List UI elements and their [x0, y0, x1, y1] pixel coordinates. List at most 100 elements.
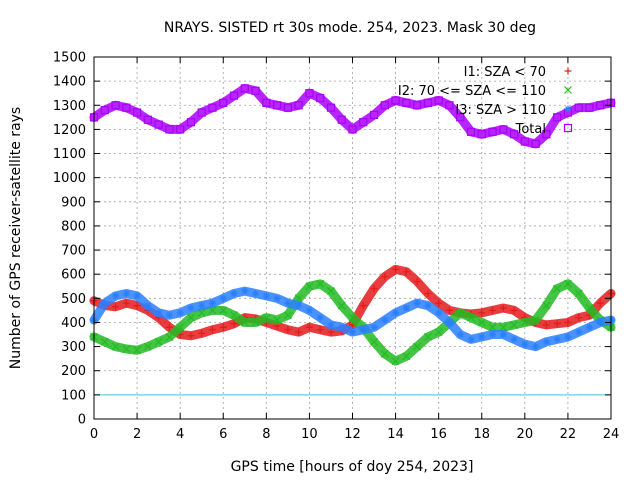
series-band: [89, 83, 616, 149]
data-point: [424, 290, 432, 298]
data-point: [370, 337, 378, 346]
data-point: [251, 86, 260, 95]
data-point: [445, 318, 453, 326]
data-point: [176, 125, 185, 134]
data-point: [510, 320, 518, 329]
data-point: [402, 268, 410, 276]
data-point: [241, 287, 249, 295]
y-tick-label: 1000: [53, 171, 86, 186]
data-point: [532, 343, 540, 351]
data-point: [165, 323, 173, 331]
x-tick-label: 24: [603, 427, 620, 442]
data-point: [100, 337, 109, 346]
data-point: [477, 130, 486, 139]
data-point: [499, 304, 507, 312]
data-point: [230, 290, 238, 298]
series-4: [89, 83, 616, 149]
data-point: [327, 321, 335, 329]
data-point: [423, 98, 432, 107]
data-point: [489, 331, 497, 339]
data-point: [316, 279, 325, 288]
data-point: [122, 345, 131, 353]
data-point: [509, 130, 519, 139]
data-point: [219, 323, 227, 331]
x-tick-label: 8: [262, 427, 270, 442]
data-point: [553, 320, 561, 328]
data-point: [402, 304, 410, 312]
data-point: [380, 101, 389, 110]
axis-ticks: 0100200300400500600700800900100011001200…: [53, 51, 619, 443]
data-point: [133, 292, 141, 300]
data-point: [165, 333, 174, 341]
data-point: [305, 323, 313, 331]
data-point: [252, 290, 260, 298]
data-point: [466, 127, 476, 136]
data-point: [305, 306, 313, 314]
data-point: [413, 299, 421, 307]
data-point: [155, 309, 163, 317]
data-point: [585, 103, 594, 112]
data-point: [100, 105, 109, 115]
x-tick-label: 16: [430, 427, 447, 442]
legend-marker: [564, 105, 572, 113]
data-point: [467, 313, 475, 322]
data-point: [251, 318, 260, 327]
data-point: [434, 96, 443, 105]
data-point: [542, 301, 551, 310]
y-tick-label: 200: [61, 364, 86, 379]
x-tick-label: 20: [517, 427, 534, 442]
legend-label: I1: SZA < 70: [464, 65, 546, 80]
data-point: [585, 323, 593, 331]
data-point: [435, 299, 443, 307]
data-point: [240, 318, 249, 327]
data-point: [230, 311, 238, 320]
data-point: [176, 323, 185, 332]
y-tick-label: 1100: [53, 147, 86, 162]
data-point: [122, 290, 130, 298]
data-point: [349, 328, 356, 336]
data-point: [316, 326, 324, 334]
data-point: [165, 311, 173, 319]
data-point: [381, 316, 389, 324]
data-point: [284, 299, 292, 307]
data-point: [240, 84, 249, 93]
legend-item: I1: SZA < 70: [464, 65, 572, 80]
x-tick-label: 2: [133, 427, 141, 442]
data-point: [499, 125, 508, 134]
data-point: [413, 277, 421, 285]
data-point: [122, 103, 131, 112]
data-point: [488, 127, 497, 136]
y-axis-label: Number of GPS receiver-satellite rays: [8, 107, 24, 369]
data-point: [521, 340, 529, 348]
data-point: [575, 328, 583, 336]
data-point: [122, 299, 130, 307]
legend-item: I2: 70 <= SZA <= 110: [398, 84, 572, 99]
data-point: [229, 91, 239, 100]
legend-marker: [563, 123, 573, 133]
data-point: [510, 306, 518, 314]
data-point: [488, 323, 497, 332]
y-tick-label: 1200: [53, 123, 86, 138]
data-point: [316, 314, 324, 322]
data-point: [143, 342, 152, 351]
y-tick-label: 100: [61, 388, 86, 403]
data-point: [596, 101, 605, 110]
legend: I1: SZA < 70 I2: 70 <= SZA <= 110 I3: SZA …: [398, 65, 573, 137]
data-point: [553, 335, 561, 343]
data-point: [186, 118, 196, 127]
data-point: [133, 302, 141, 310]
data-point: [370, 323, 378, 331]
legend-marker: [564, 86, 572, 94]
data-point: [219, 306, 228, 315]
data-point: [144, 302, 152, 310]
data-point: [391, 96, 400, 105]
data-point: [219, 98, 228, 107]
data-point: [359, 302, 367, 310]
data-point: [197, 108, 206, 117]
data-point: [187, 313, 195, 322]
data-point: [262, 98, 271, 107]
data-point: [596, 299, 604, 307]
x-tick-label: 0: [90, 427, 98, 442]
